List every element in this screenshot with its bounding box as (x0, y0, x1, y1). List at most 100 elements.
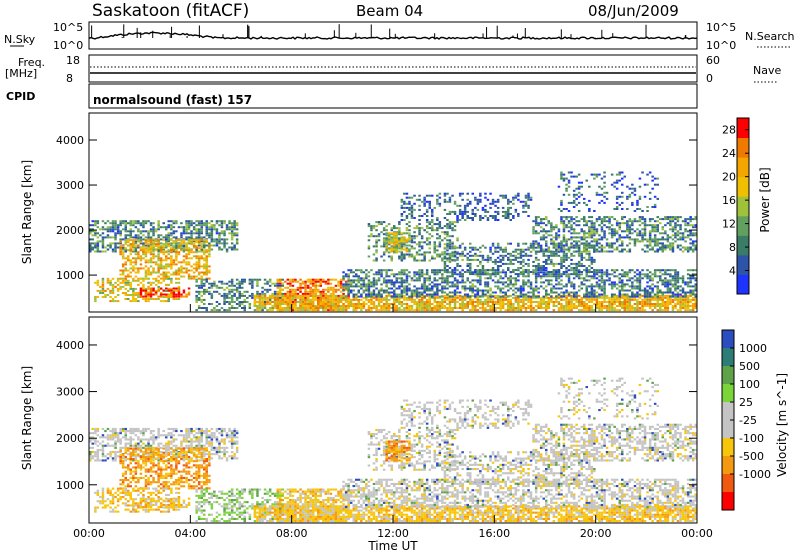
power-cell (197, 250, 201, 253)
power-cell (656, 269, 659, 272)
power-cell (529, 244, 533, 247)
power-cell (385, 225, 388, 228)
power-cell (425, 287, 429, 290)
freq-tick-high: 18 (66, 54, 80, 67)
power-cell (408, 250, 411, 253)
power-cell (137, 253, 140, 256)
power-cell (420, 283, 424, 286)
power-cell (661, 279, 664, 282)
power-cell (443, 200, 447, 203)
power-cell (610, 303, 614, 305)
power-cell (476, 202, 480, 205)
power-cell (129, 271, 132, 274)
power-cell (220, 230, 224, 233)
power-cell (494, 204, 497, 207)
power-cell (514, 210, 518, 213)
power-cell (529, 295, 533, 298)
power-cell (124, 230, 127, 233)
power-cell (403, 307, 406, 309)
power-cell (208, 247, 211, 250)
power-cell (441, 227, 444, 230)
power-cell (423, 285, 426, 288)
power-cell (580, 305, 583, 307)
power-cell (370, 285, 373, 288)
power-cell (385, 305, 388, 307)
power-cell (567, 275, 571, 278)
power-cell (233, 224, 236, 227)
power-cell (471, 305, 474, 307)
power-cell (494, 291, 497, 294)
power-cell (557, 250, 561, 253)
power-cell (233, 232, 236, 235)
power-cell (286, 290, 290, 293)
power-cell (385, 273, 388, 276)
power-cell (453, 213, 457, 215)
power-cell (638, 281, 642, 284)
power-cell (507, 256, 510, 259)
power-cell (494, 246, 497, 249)
power-cell (96, 240, 100, 243)
power-cell (514, 258, 518, 261)
power-cell (431, 257, 434, 260)
power-cell (175, 236, 178, 239)
power-cell (638, 277, 642, 280)
power-cell (129, 294, 132, 296)
power-cell (400, 238, 404, 241)
power-cell (537, 258, 540, 261)
power-cell (175, 246, 178, 249)
power-cell (408, 244, 411, 247)
power-cell (405, 192, 409, 195)
power-cell (476, 293, 480, 296)
power-cell (501, 262, 505, 265)
power-cell (175, 251, 178, 254)
power-cell (203, 246, 206, 249)
power-cell (570, 291, 573, 294)
power-cell (656, 291, 659, 294)
power-cell (367, 305, 371, 307)
power-cell (499, 258, 502, 261)
power-cell (203, 222, 206, 225)
power-cell (448, 210, 452, 213)
power-cell (210, 220, 214, 223)
power-cell (453, 269, 457, 271)
power-cell (557, 296, 561, 299)
power-cell (403, 271, 406, 274)
power-cell (621, 279, 624, 282)
power-cell (375, 279, 378, 282)
power-cell (433, 294, 436, 297)
power-cell (413, 303, 416, 305)
power-cell (175, 293, 178, 296)
power-cell (405, 247, 409, 250)
power-cell (106, 230, 110, 233)
power-cell (147, 298, 150, 300)
power-cell (476, 305, 480, 307)
power-cell (618, 289, 621, 292)
power-cell (200, 220, 203, 223)
power-cell (94, 298, 97, 300)
power-cell (119, 220, 122, 223)
power-cell (410, 301, 414, 303)
power-cell (195, 239, 198, 242)
power-cell (491, 215, 495, 217)
power-cell (618, 301, 621, 303)
power-cell (223, 222, 226, 225)
power-cell (281, 278, 284, 281)
power-cell (471, 210, 474, 213)
power-cell (203, 271, 206, 274)
power-cell (461, 250, 464, 253)
power-cell (91, 246, 94, 249)
power-cell (385, 279, 388, 282)
power-cell (466, 307, 469, 309)
power-cell (152, 247, 155, 250)
power-cell (651, 289, 654, 292)
power-cell (395, 298, 398, 301)
power-cell (610, 287, 614, 290)
power-cell (588, 305, 591, 307)
power-cell (306, 305, 310, 307)
power-cell (197, 271, 201, 274)
power-cell (291, 305, 295, 307)
power-cell (560, 295, 563, 298)
power-cell (628, 305, 632, 307)
power-cell (213, 282, 216, 285)
power-cell (603, 271, 606, 274)
